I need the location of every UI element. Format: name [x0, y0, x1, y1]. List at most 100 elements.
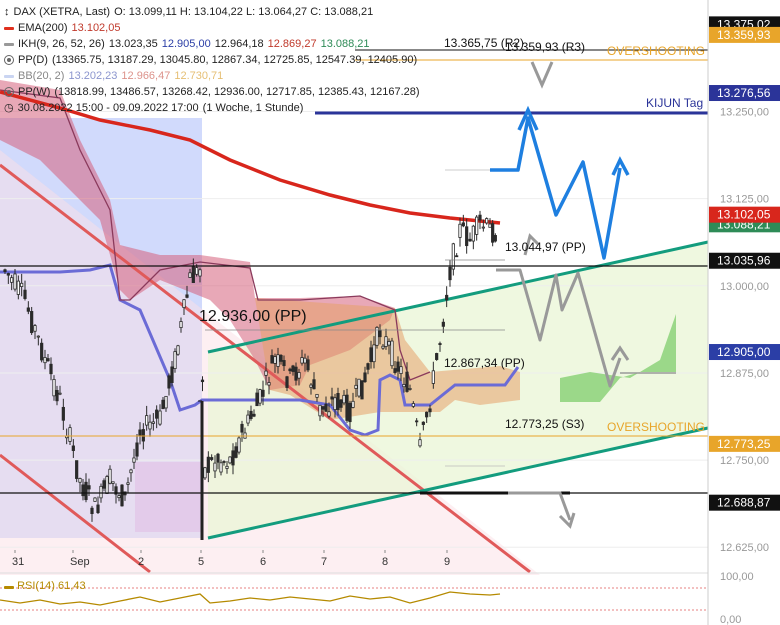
candle-body	[158, 410, 162, 425]
legend-value: 13.202,23	[68, 70, 118, 82]
legend-row-bb[interactable]: BB(20, 2) 13.202,23 12.966,47 12.730,71	[4, 68, 420, 84]
uptrend-lower	[207, 426, 709, 540]
candle-body	[273, 356, 277, 364]
annotation-pp-daily: 13.044,97 (PP)	[505, 240, 586, 254]
candle-body	[55, 390, 59, 402]
gray-projection-path	[496, 268, 622, 388]
candle-body	[105, 476, 109, 494]
candle-body	[438, 343, 442, 345]
candle-body	[345, 394, 349, 421]
candle-body	[102, 480, 106, 489]
candle-body	[210, 457, 214, 460]
candle-body	[411, 403, 415, 407]
candle-body	[461, 222, 465, 227]
rsi-tick-top: 100,00	[720, 571, 754, 583]
legend-value: 13.023,35	[108, 38, 158, 50]
candle-body	[179, 321, 183, 329]
candle-body	[120, 484, 124, 507]
candle-body	[481, 226, 485, 229]
price-tag-label: 13.276,56	[717, 86, 771, 100]
price-tag-bg	[709, 26, 780, 43]
candle-body	[191, 266, 195, 284]
candle-body	[297, 372, 301, 379]
candle-body	[399, 366, 403, 374]
ohlc-values: O: 13.099,11 H: 13.104,22 L: 13.064,27 C…	[114, 6, 374, 18]
rsi-label: RSI(14)	[17, 580, 55, 592]
candle-body	[282, 360, 286, 367]
candle-body	[387, 341, 391, 346]
x-tick-label: 31	[12, 556, 24, 568]
legend-label: PP(D)	[18, 54, 48, 66]
candle-body	[300, 357, 304, 364]
candle-body	[330, 396, 334, 400]
candle-body	[84, 481, 88, 501]
candle-body	[458, 223, 462, 238]
candle-body	[182, 299, 186, 308]
candle-body	[58, 392, 62, 395]
candle-body	[3, 269, 7, 272]
candle-body	[195, 267, 199, 275]
candle-body	[161, 399, 165, 410]
legend-row-range[interactable]: ◷ 30.08.2022 15:00 - 09.09.2022 17:00 (1 W…	[4, 100, 420, 116]
candle-body	[237, 437, 241, 453]
candle-body	[258, 389, 262, 404]
candle-body	[135, 442, 139, 457]
candle-body	[381, 345, 385, 349]
x-tick-label: 8	[382, 556, 388, 568]
chart-annotations: 13.365,75 (R2) 13.359,93 (R3) OVERSHOOTI…	[199, 36, 705, 434]
legend-row-ema[interactable]: EMA(200) 13.102,05	[4, 20, 420, 36]
candle-body	[203, 467, 207, 479]
candle-body	[129, 469, 133, 474]
candle-body	[315, 393, 319, 398]
candle-body	[30, 311, 34, 334]
legend-row-ppd[interactable]: PP(D) (13365.75, 13187.29, 13045.80, 1286…	[4, 52, 420, 68]
price-tag-label: 13.035,96	[717, 254, 771, 268]
price-tag: 13.102,05	[709, 206, 780, 223]
candle-body	[200, 379, 205, 383]
candle-body	[246, 414, 250, 424]
legend-label: EMA(200)	[18, 22, 68, 34]
candle-body	[342, 394, 346, 404]
legend-value: 12.964,18	[214, 38, 264, 50]
chart-type-icon[interactable]: ↕	[4, 6, 10, 18]
candle-body	[151, 421, 155, 424]
candle-body	[111, 481, 115, 484]
candle-body	[33, 325, 37, 332]
candle-body	[431, 370, 435, 384]
candle-body	[13, 273, 17, 290]
legend-value: 12.869,27	[267, 38, 317, 50]
candle-body	[279, 354, 283, 362]
toggle-radio-icon[interactable]	[4, 87, 14, 97]
legend-swatch	[4, 26, 14, 30]
legend-row-ikh[interactable]: IKH(9, 26, 52, 26) 13.023,35 12.905,00 12.9…	[4, 36, 420, 52]
candle-body	[252, 413, 256, 417]
price-tag: 12.688,87	[709, 494, 780, 511]
legend-label: PP(W)	[18, 86, 51, 98]
candle-body	[23, 289, 27, 299]
candle-body	[234, 446, 238, 458]
candle-body	[321, 406, 325, 410]
candle-body	[255, 392, 259, 407]
candle-body	[71, 445, 75, 451]
candle-body	[270, 355, 274, 364]
price-tag-bg	[709, 435, 780, 452]
legend-swatch	[4, 42, 14, 46]
candle-body	[408, 388, 412, 390]
legend-value: 13.102,05	[71, 22, 121, 34]
toggle-radio-icon[interactable]	[4, 55, 14, 65]
price-tag: 13.035,96	[709, 252, 780, 269]
candle-body	[421, 421, 425, 425]
candle-body	[78, 478, 82, 483]
candle-body	[445, 294, 449, 301]
rsi-swatch	[4, 586, 14, 589]
candle-body	[378, 329, 382, 338]
price-tag-bg	[709, 344, 780, 361]
legend-row-ppw[interactable]: PP(W) (13818.99, 13486.57, 13268.42, 1293…	[4, 84, 420, 100]
ema200-line	[0, 90, 501, 225]
x-tick-label: 7	[321, 556, 327, 568]
candle-body	[488, 223, 492, 228]
x-tick-label: 2	[138, 556, 144, 568]
candle-body	[36, 335, 40, 338]
candle-body	[75, 460, 79, 479]
